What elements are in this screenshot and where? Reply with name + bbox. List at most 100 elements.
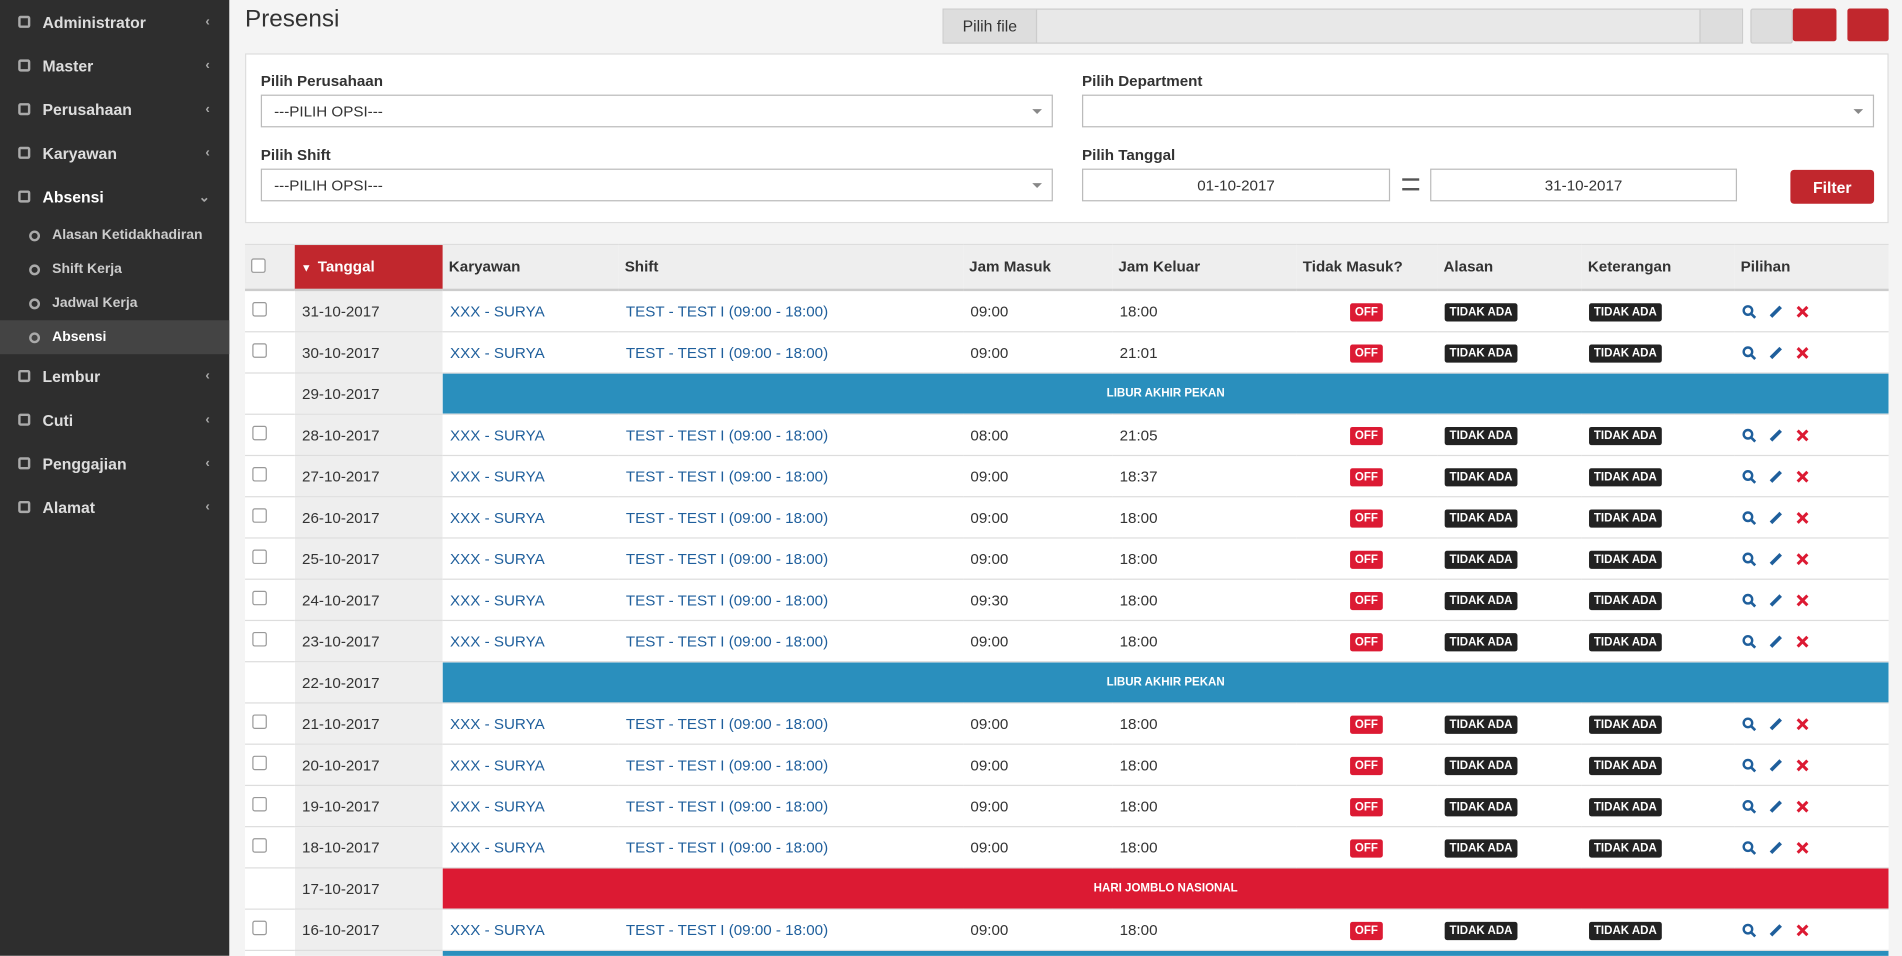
edit-icon[interactable] <box>1769 758 1784 773</box>
column-header[interactable]: Shift <box>618 243 964 292</box>
shift-link[interactable]: TEST - TEST I (09:00 - 18:00) <box>618 702 964 745</box>
row-checkbox[interactable] <box>252 549 267 565</box>
file-button[interactable]: Pilih file <box>943 9 1038 43</box>
upload-button[interactable] <box>1699 9 1742 43</box>
checkbox-cell[interactable] <box>245 744 295 787</box>
checkbox-cell[interactable] <box>245 785 295 828</box>
shift-link[interactable]: TEST - TEST I (09:00 - 18:00) <box>618 496 964 539</box>
row-checkbox[interactable] <box>252 755 267 771</box>
view-icon[interactable] <box>1742 800 1757 815</box>
view-icon[interactable] <box>1742 593 1757 608</box>
employee-link[interactable]: XXX - SURYA <box>442 455 619 498</box>
shift-link[interactable]: TEST - TEST I (09:00 - 18:00) <box>618 785 964 828</box>
menu-item[interactable]: Perusahaan ‹ <box>0 87 229 131</box>
shift-link[interactable]: TEST - TEST I (09:00 - 18:00) <box>618 289 964 333</box>
menu-item[interactable]: Administrator ‹ <box>0 0 229 44</box>
shift-link[interactable]: TEST - TEST I (09:00 - 18:00) <box>618 455 964 498</box>
delete-icon[interactable] <box>1795 717 1810 732</box>
view-icon[interactable] <box>1742 305 1757 320</box>
view-icon[interactable] <box>1742 758 1757 773</box>
view-icon[interactable] <box>1742 923 1757 938</box>
checkbox-cell[interactable] <box>245 414 295 457</box>
filter-button[interactable]: Filter <box>1790 169 1875 204</box>
row-checkbox[interactable] <box>252 920 267 936</box>
column-header[interactable]: Jam Masuk <box>963 243 1113 292</box>
column-header[interactable]: Jam Keluar <box>1112 243 1297 292</box>
delete-icon[interactable] <box>1795 800 1810 815</box>
checkbox-cell[interactable] <box>245 537 295 580</box>
view-icon[interactable] <box>1742 552 1757 567</box>
employee-link[interactable]: XXX - SURYA <box>442 785 619 828</box>
row-checkbox[interactable] <box>252 467 267 482</box>
row-checkbox[interactable] <box>252 838 267 853</box>
edit-icon[interactable] <box>1769 635 1784 650</box>
view-icon[interactable] <box>1742 717 1757 732</box>
column-header[interactable]: ▼ Tanggal <box>294 243 443 292</box>
column-header[interactable]: Alasan <box>1437 243 1582 292</box>
employee-link[interactable]: XXX - SURYA <box>442 579 619 622</box>
row-checkbox[interactable] <box>252 631 267 647</box>
menu-item[interactable]: Karyawan ‹ <box>0 131 229 175</box>
row-checkbox[interactable] <box>252 302 267 317</box>
menu-item[interactable]: Alamat ‹ <box>0 485 229 529</box>
shift-link[interactable]: TEST - TEST I (09:00 - 18:00) <box>618 744 964 787</box>
edit-icon[interactable] <box>1769 305 1784 320</box>
view-icon[interactable] <box>1742 635 1757 650</box>
column-header[interactable]: Keterangan <box>1581 243 1735 292</box>
view-icon[interactable] <box>1742 346 1757 361</box>
row-checkbox[interactable] <box>252 714 267 730</box>
checkbox-cell[interactable] <box>245 496 295 539</box>
delete-icon[interactable] <box>1795 346 1810 361</box>
row-checkbox[interactable] <box>252 425 267 441</box>
edit-icon[interactable] <box>1769 346 1784 361</box>
header-checkbox[interactable] <box>245 243 295 292</box>
shift-link[interactable]: TEST - TEST I (09:00 - 18:00) <box>618 579 964 622</box>
date-from[interactable]: 01-10-2017 <box>1081 168 1391 202</box>
menu-item[interactable]: Cuti ‹ <box>0 398 229 442</box>
edit-icon[interactable] <box>1769 511 1784 526</box>
employee-link[interactable]: XXX - SURYA <box>442 537 619 580</box>
delete-icon[interactable] <box>1795 758 1810 773</box>
delete-icon[interactable] <box>1795 305 1810 320</box>
department-select[interactable] <box>1081 94 1875 128</box>
edit-icon[interactable] <box>1769 800 1784 815</box>
edit-icon[interactable] <box>1769 593 1784 608</box>
checkbox-cell[interactable] <box>245 620 295 663</box>
shift-link[interactable]: TEST - TEST I (09:00 - 18:00) <box>618 331 964 374</box>
employee-link[interactable]: XXX - SURYA <box>442 744 619 787</box>
add-button[interactable] <box>1847 8 1889 42</box>
row-checkbox[interactable] <box>252 508 267 523</box>
file-input[interactable]: Pilih file <box>942 8 1744 44</box>
shift-link[interactable]: TEST - TEST I (09:00 - 18:00) <box>618 826 964 869</box>
submenu-item[interactable]: Jadwal Kerja <box>0 286 229 320</box>
shift-link[interactable]: TEST - TEST I (09:00 - 18:00) <box>618 909 964 951</box>
download-button[interactable] <box>1750 8 1793 44</box>
column-header[interactable]: Karyawan <box>442 243 619 292</box>
menu-item[interactable]: Master ‹ <box>0 44 229 88</box>
shift-select[interactable]: ---PILIH OPSI--- <box>260 168 1053 202</box>
row-checkbox[interactable] <box>252 590 267 606</box>
delete-icon[interactable] <box>1795 923 1810 938</box>
view-icon[interactable] <box>1742 428 1757 443</box>
column-header[interactable]: Tidak Masuk? <box>1296 243 1438 292</box>
checkbox-cell[interactable] <box>245 579 295 622</box>
employee-link[interactable]: XXX - SURYA <box>442 496 619 539</box>
edit-icon[interactable] <box>1769 428 1784 443</box>
edit-icon[interactable] <box>1769 470 1784 485</box>
employee-link[interactable]: XXX - SURYA <box>442 702 619 745</box>
checkbox-cell[interactable] <box>245 702 295 745</box>
employee-link[interactable]: XXX - SURYA <box>442 331 619 374</box>
delete-icon[interactable] <box>1795 593 1810 608</box>
menu-item[interactable]: Penggajian ‹ <box>0 442 229 486</box>
employee-link[interactable]: XXX - SURYA <box>442 289 619 333</box>
shift-link[interactable]: TEST - TEST I (09:00 - 18:00) <box>618 620 964 663</box>
edit-icon[interactable] <box>1769 841 1784 856</box>
delete-icon[interactable] <box>1795 470 1810 485</box>
column-header[interactable]: Pilihan <box>1734 243 1889 292</box>
company-select[interactable]: ---PILIH OPSI--- <box>260 94 1053 128</box>
view-icon[interactable] <box>1742 841 1757 856</box>
submenu-item[interactable]: Alasan Ketidakhadiran <box>0 218 229 252</box>
edit-icon[interactable] <box>1769 923 1784 938</box>
settings-button[interactable] <box>1792 8 1837 42</box>
employee-link[interactable]: XXX - SURYA <box>442 909 619 951</box>
